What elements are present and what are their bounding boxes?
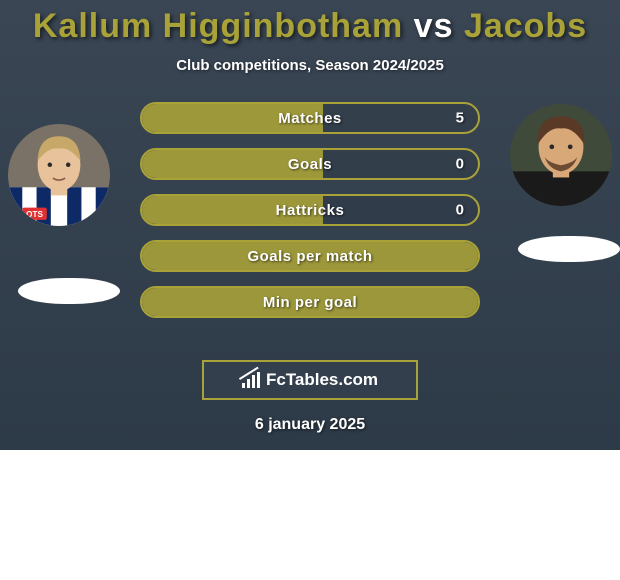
player1-avatar: QTS (8, 124, 110, 226)
player1-pedestal (18, 278, 120, 304)
brand-box[interactable]: FcTables.com (202, 360, 418, 400)
comparison-widget: Kallum Higginbotham vs Jacobs Club compe… (0, 0, 620, 450)
page-title: Kallum Higginbotham vs Jacobs (0, 8, 620, 45)
title-player2: Jacobs (464, 7, 587, 45)
svg-text:QTS: QTS (26, 210, 43, 219)
stat-label: Goals per match (247, 248, 372, 265)
date-text: 6 january 2025 (0, 416, 620, 434)
player2-pedestal (518, 236, 620, 262)
stat-label: Hattricks (276, 202, 345, 219)
subtitle: Club competitions, Season 2024/2025 (0, 57, 620, 74)
stat-label: Matches (278, 110, 342, 127)
player1-avatar-svg: QTS (8, 124, 110, 226)
player2-avatar-svg (510, 104, 612, 206)
title-vs: vs (414, 7, 454, 45)
player2-avatar (510, 104, 612, 206)
chart-icon (242, 372, 260, 388)
stat-value: 5 (456, 110, 464, 127)
stat-row: Min per goal (140, 286, 480, 318)
stat-value: 0 (456, 202, 464, 219)
stat-row: Goals 0 (140, 148, 480, 180)
stat-row: Matches 5 (140, 102, 480, 134)
stat-label: Goals (288, 156, 332, 173)
stat-label: Min per goal (263, 294, 357, 311)
content-area: QTS Matches 5 Goals 0 Hattricks 0 Goals per ma… (0, 102, 620, 352)
stat-value: 0 (456, 156, 464, 173)
title-player1: Kallum Higginbotham (33, 7, 403, 45)
stat-row: Hattricks 0 (140, 194, 480, 226)
brand-text: FcTables.com (266, 370, 378, 390)
stats-list: Matches 5 Goals 0 Hattricks 0 Goals per match M… (140, 102, 480, 318)
stat-row: Goals per match (140, 240, 480, 272)
